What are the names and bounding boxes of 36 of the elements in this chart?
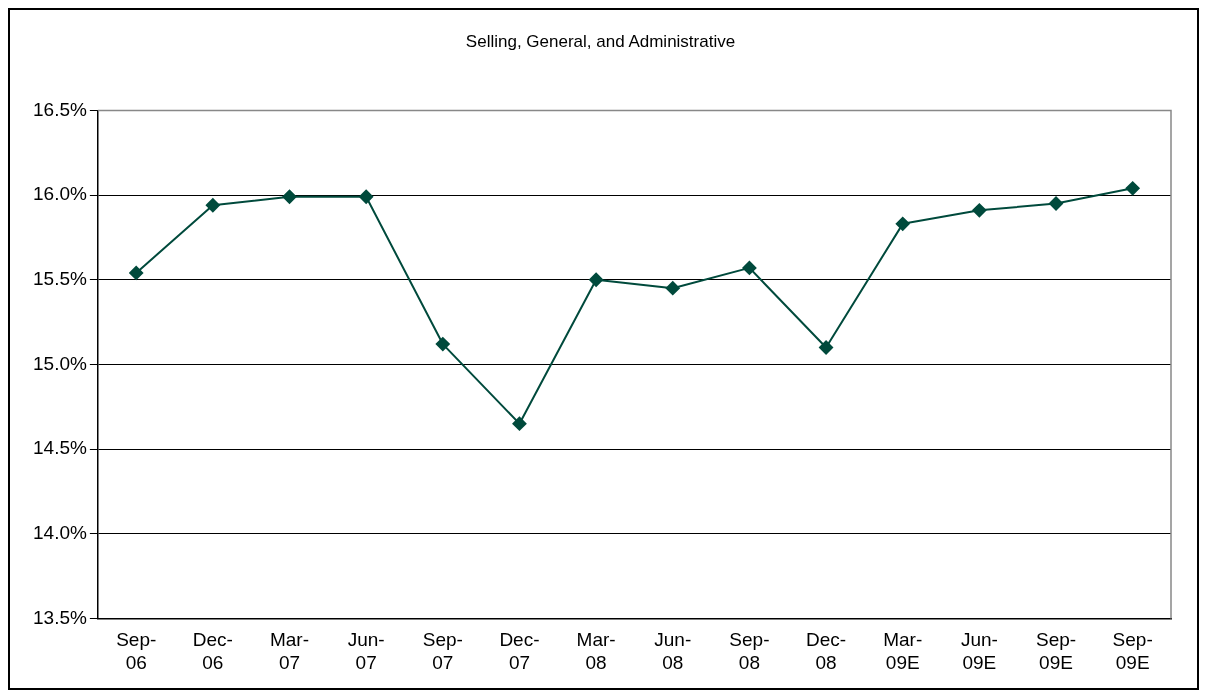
y-tick-label: 14.0% — [33, 521, 87, 543]
y-tick-label: 16.5% — [33, 98, 87, 120]
x-tick-label: Sep-08 — [729, 629, 770, 673]
x-tick-label: Mar-08 — [576, 629, 616, 673]
point — [665, 281, 680, 296]
x-tick-label: Dec-07 — [499, 629, 540, 673]
x-tick-label: Jun-09E — [960, 629, 998, 673]
point — [129, 265, 144, 280]
point — [589, 272, 604, 287]
y-tick-label: 15.5% — [33, 267, 87, 289]
x-tick-label: Jun-07 — [347, 629, 385, 673]
x-tick-label: Sep-07 — [422, 629, 463, 673]
point — [282, 189, 297, 204]
point — [435, 337, 450, 352]
y-tick-label: 13.5% — [33, 606, 87, 628]
point — [512, 416, 527, 431]
x-tick-label: Sep-09E — [1112, 629, 1153, 673]
x-tick-label: Jun-08 — [654, 629, 692, 673]
y-tick-label: 15.0% — [33, 352, 87, 374]
y-tick-label: 16.0% — [33, 183, 87, 205]
x-tick-label: Dec-06 — [192, 629, 233, 673]
point — [819, 340, 834, 355]
point — [742, 260, 757, 275]
y-tick-label: 14.5% — [33, 437, 87, 459]
point — [1049, 196, 1064, 211]
point — [359, 189, 374, 204]
point — [205, 198, 220, 213]
x-tick-label: Mar-07 — [269, 629, 310, 673]
x-tick-label: Mar-09E — [883, 629, 923, 673]
point — [1125, 181, 1140, 196]
x-tick-label: Sep-06 — [116, 629, 157, 673]
x-tick-label: Dec-08 — [806, 629, 847, 673]
point — [972, 203, 987, 218]
x-tick-label: Sep-09E — [1035, 629, 1077, 673]
point — [895, 216, 910, 231]
chart-title: Selling, General, and Administrative — [465, 31, 736, 51]
